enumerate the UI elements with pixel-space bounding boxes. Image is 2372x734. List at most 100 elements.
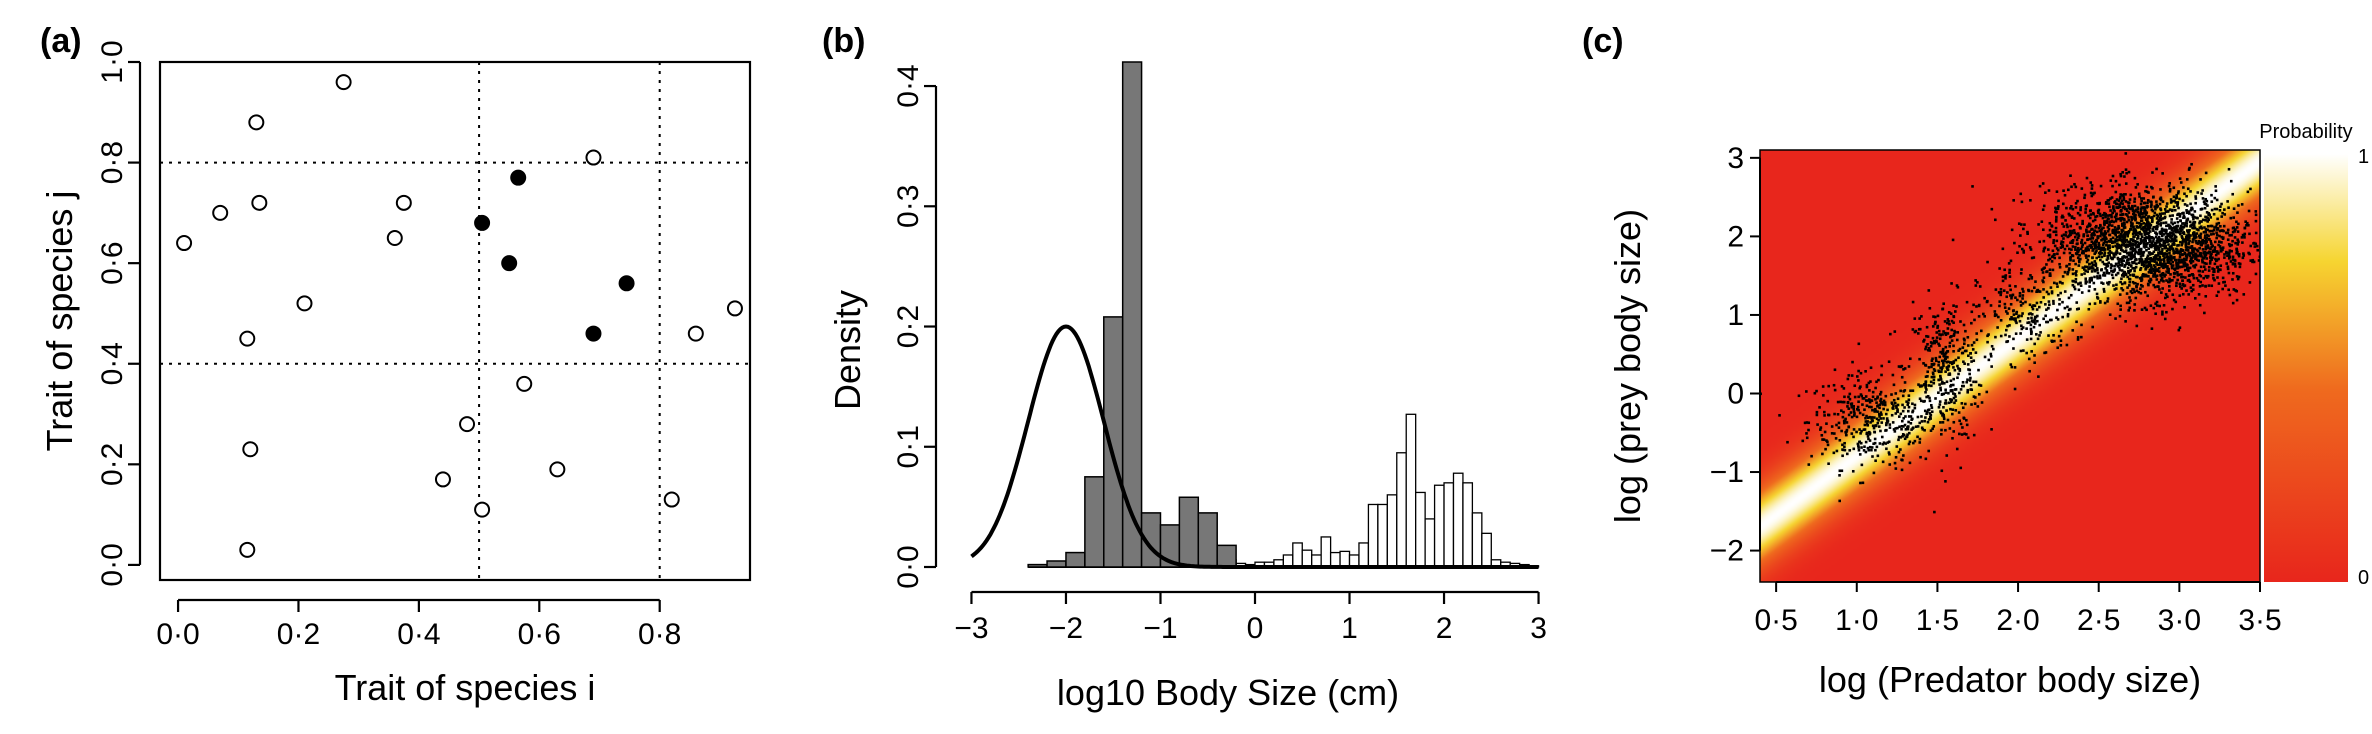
data-point: [2011, 293, 2015, 297]
data-point: [2184, 243, 2188, 247]
data-point: [2152, 256, 2156, 259]
data-point: [2131, 206, 2134, 210]
data-point: [2185, 234, 2189, 237]
data-point: [1902, 416, 1906, 420]
data-point: [2196, 242, 2200, 245]
data-point: [1946, 318, 1950, 321]
data-point: [2103, 220, 2106, 223]
data-point: [2146, 254, 2150, 258]
data-point: [2157, 252, 2161, 255]
data-point: [2090, 276, 2093, 280]
data-point: [2108, 313, 2112, 316]
data-point: [2227, 271, 2231, 275]
data-point: [1898, 425, 1901, 429]
data-point: [1896, 410, 1899, 414]
data-point: [2116, 246, 2120, 250]
data-point: [1862, 397, 1866, 400]
data-point: [1904, 427, 1908, 431]
data-point: [1786, 440, 1789, 444]
data-point: [1925, 325, 1929, 329]
data-point: [2191, 253, 2195, 257]
data-point: [2161, 212, 2164, 215]
data-point: [1874, 398, 1877, 401]
data-point: [2070, 231, 2074, 235]
data-point: [2096, 209, 2100, 213]
data-point: [2044, 314, 2047, 318]
data-point: [2175, 230, 2179, 234]
data-point: [2227, 206, 2230, 210]
data-point: [2114, 251, 2118, 254]
data-point: [2196, 191, 2200, 194]
data-point: [1816, 423, 1819, 426]
data-point: [2137, 192, 2141, 196]
data-point: [2216, 276, 2219, 279]
data-point: [2181, 239, 2185, 243]
data-point: [1940, 382, 1944, 385]
data-point: [2044, 191, 2047, 194]
data-point: [2114, 233, 2117, 237]
data-point: [2104, 202, 2108, 205]
data-point: [2084, 249, 2088, 252]
data-point: [2080, 238, 2084, 242]
data-point: [2159, 188, 2162, 191]
data-point: [1918, 317, 1921, 320]
data-point: [2124, 320, 2127, 323]
data-point: [2087, 267, 2090, 271]
data-point: [2254, 272, 2258, 276]
data-point: [2128, 280, 2132, 284]
data-point: [1950, 400, 1953, 404]
data-point: [2150, 252, 2153, 256]
open-point: [176, 235, 193, 252]
data-point: [2173, 208, 2177, 212]
data-point: [2106, 245, 2110, 249]
data-point: [1879, 401, 1883, 405]
data-point: [2076, 250, 2080, 254]
data-point: [2155, 241, 2158, 245]
data-point: [1944, 351, 1948, 355]
data-point: [2152, 237, 2156, 240]
data-point: [2170, 240, 2173, 243]
data-point: [2260, 237, 2263, 240]
data-point: [2128, 296, 2131, 299]
data-point: [2135, 289, 2139, 293]
data-point: [2121, 288, 2125, 292]
data-point: [2212, 249, 2215, 253]
data-point: [2002, 289, 2006, 292]
data-point: [1939, 378, 1943, 381]
data-point: [2137, 242, 2141, 245]
data-point: [1839, 400, 1842, 404]
data-point: [1875, 445, 1879, 449]
data-point: [2042, 296, 2045, 299]
data-point: [2058, 298, 2061, 301]
data-point: [2173, 239, 2177, 242]
data-point: [1920, 426, 1924, 430]
data-point: [2088, 230, 2091, 234]
data-point: [2183, 240, 2186, 243]
data-point: [2179, 181, 2183, 184]
data-point: [2018, 294, 2022, 298]
data-point: [2119, 280, 2122, 284]
data-point: [2097, 226, 2101, 230]
data-point: [1853, 395, 1857, 399]
data-point: [2174, 228, 2178, 232]
data-point: [2121, 249, 2124, 252]
data-point: [1842, 410, 1845, 414]
data-point: [2177, 273, 2181, 276]
data-point: [2030, 319, 2034, 322]
data-point: [1880, 435, 1884, 439]
data-point: [2116, 271, 2120, 275]
data-point: [2045, 270, 2049, 273]
data-point: [2178, 215, 2182, 218]
data-point: [1947, 391, 1950, 395]
data-point: [2138, 215, 2142, 218]
data-point: [1911, 417, 1914, 421]
data-point: [1951, 412, 1954, 416]
data-point: [2162, 260, 2166, 263]
data-point: [1949, 335, 1952, 339]
data-point: [2177, 190, 2180, 193]
data-point: [2085, 229, 2088, 233]
data-point: [2018, 319, 2022, 323]
data-point: [2133, 269, 2136, 273]
data-point: [1986, 334, 1989, 338]
